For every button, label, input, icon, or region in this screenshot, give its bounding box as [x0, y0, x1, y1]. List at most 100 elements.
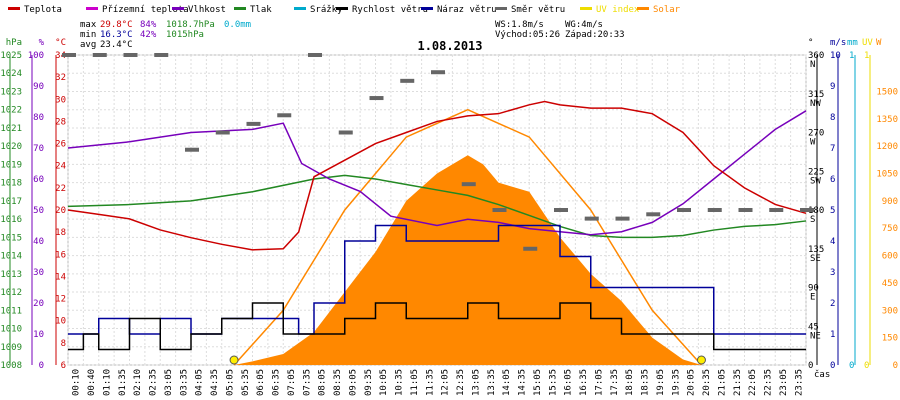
stat-wg: WG:4m/s	[565, 20, 603, 30]
time-label: 08:35	[333, 369, 343, 396]
hpa-axis-tick: 1018	[0, 179, 22, 189]
ms-axis-tick: 8	[830, 113, 835, 123]
time-label: 02:10	[133, 369, 143, 396]
time-label: 01:35	[118, 369, 128, 396]
stat-value: 16.3°C	[100, 30, 133, 40]
c-axis-tick: 30	[55, 95, 66, 105]
stats-block: max 29.8°C 84% 1018.7hPa 0.0mm min 16.3°C 42% 10…	[80, 20, 625, 50]
wind-dir-mark	[584, 216, 599, 221]
ms-axis-tick: 7	[830, 144, 835, 154]
ms-axis-tick: 3	[830, 268, 835, 278]
time-label: 09:35	[364, 369, 374, 396]
time-label: 12:05	[441, 369, 451, 396]
hpa-axis-tick: 1020	[0, 142, 22, 152]
ms-axis-tick: 9	[830, 82, 835, 92]
wind-dir-mark	[523, 246, 538, 251]
deg-axis-tick: 270	[808, 129, 824, 139]
mm-axis-title: mm	[847, 38, 858, 48]
time-label: 10:35	[395, 369, 405, 396]
time-label: 14:05	[502, 369, 512, 396]
wind-dir-mark	[123, 53, 138, 57]
hpa-axis-tick: 1008	[0, 361, 22, 371]
line-series	[62, 53, 814, 351]
dir-tick: SW	[810, 176, 821, 186]
deg-axis-tick: 135	[808, 245, 824, 255]
hpa-axis-tick: 1013	[0, 270, 22, 280]
time-label: 22:35	[764, 369, 774, 396]
stat-value: 29.8°C	[100, 20, 133, 30]
time-label: 22:05	[748, 369, 758, 396]
hpa-axis-tick: 1009	[0, 343, 22, 353]
ms-axis-title: m/s	[830, 38, 846, 48]
c-axis-tick: 12	[55, 295, 66, 305]
hpa-axis-tick: 1022	[0, 106, 22, 116]
legend-swatch	[86, 7, 98, 10]
time-label: 06:35	[272, 369, 282, 396]
stat-value: 84%	[140, 20, 157, 30]
w-axis-tick: 900	[882, 197, 898, 207]
time-label: 07:05	[287, 369, 297, 396]
stat-sunrise: Východ:05:26	[495, 30, 560, 40]
pressure-line	[67, 174, 807, 239]
time-label: 15:35	[548, 369, 558, 396]
wind-dir-mark	[707, 208, 722, 212]
time-label: 05:05	[225, 369, 235, 396]
time-label: 00:10	[72, 369, 82, 396]
temperature-line	[67, 100, 807, 251]
time-label: 04:05	[195, 369, 205, 396]
time-label: 21:05	[717, 369, 727, 396]
c-axis-tick: 16	[55, 250, 66, 260]
legend-label: UV index	[596, 5, 640, 15]
dir-tick: S	[810, 215, 815, 225]
hpa-axis-tick: 1017	[0, 197, 22, 207]
wind-dir-mark	[554, 208, 568, 212]
stat-value: 1015hPa	[166, 30, 204, 40]
stat-value: 0.0mm	[224, 20, 251, 30]
legend: Teplota Přízemní teplota Vlhkost Tlak Srážky…	[8, 5, 681, 15]
time-label: 15:05	[533, 369, 543, 396]
c-axis-tick: 24	[55, 162, 66, 172]
w-axis-tick: 600	[882, 252, 898, 262]
axes: hPa1025102410231022102110201019101810171…	[0, 38, 898, 371]
mm-axis-tick: 0	[849, 361, 854, 371]
wind-dir-mark	[400, 78, 415, 83]
hpa-axis-title: hPa	[6, 38, 22, 48]
mm-axis-tick: 1	[849, 51, 854, 61]
time-label: 12:35	[456, 369, 466, 396]
hpa-axis-tick: 1011	[0, 306, 22, 316]
time-label: 03:05	[164, 369, 174, 396]
time-label: 05:35	[241, 369, 251, 396]
pct-axis-title: %	[39, 38, 45, 48]
time-label: 23:35	[794, 369, 804, 396]
time-label: 04:35	[210, 369, 220, 396]
hpa-axis-tick: 1025	[0, 51, 22, 61]
w-axis-tick: 300	[882, 306, 898, 316]
c-axis-tick: 20	[55, 206, 66, 216]
pct-axis-tick: 90	[33, 82, 44, 92]
stat-label: max	[80, 20, 97, 30]
wind-dir-mark	[431, 70, 445, 75]
chart-title: 1.08.2013	[417, 39, 482, 53]
legend-swatch	[637, 7, 649, 10]
time-label: 03:35	[179, 369, 189, 396]
deg-axis-tick: 360	[808, 51, 824, 61]
c-axis-tick: 8	[61, 339, 66, 349]
x-unit-label: čas	[814, 369, 830, 380]
time-label: 17:35	[610, 369, 620, 396]
dir-tick: W	[810, 138, 816, 148]
pct-axis-tick: 0	[39, 361, 44, 371]
wind-dir-mark	[92, 53, 107, 57]
w-axis-tick: 0	[893, 361, 898, 371]
ms-axis-tick: 2	[830, 299, 835, 309]
legend-swatch	[8, 7, 20, 10]
deg-axis-tick: 315	[808, 90, 824, 100]
dir-tick: NW	[810, 99, 821, 109]
legend-swatch	[172, 7, 184, 10]
ms-axis-tick: 6	[830, 175, 835, 185]
legend-label: Směr větru	[511, 5, 565, 15]
hpa-axis-tick: 1014	[0, 252, 22, 262]
hpa-axis-tick: 1021	[0, 124, 22, 134]
pct-axis-tick: 30	[33, 268, 44, 278]
pct-axis-tick: 10	[33, 330, 44, 340]
wind-dir-mark	[185, 147, 199, 152]
